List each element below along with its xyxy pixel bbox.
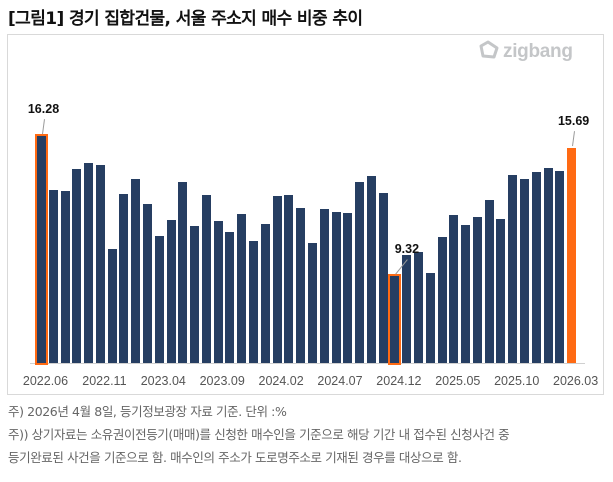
- chart-title: [그림1] 경기 집합건물, 서울 주소지 매수 비중 추이: [8, 9, 363, 29]
- bar-2022.10: [84, 163, 94, 363]
- bar-2023.06: [178, 181, 188, 363]
- bar-chart-plot: 2022.06 2022.11 2023.04 2023.09 2024.02 2024.…: [22, 102, 599, 388]
- bar-2025.05: [449, 214, 459, 363]
- x-tick-label: 2025.05: [435, 374, 481, 388]
- bar-2024.03: [284, 194, 294, 363]
- bar-2023.05: [166, 219, 176, 363]
- leader-line: [571, 130, 575, 147]
- bar-2025.08: [484, 200, 494, 363]
- bar-2024.09: [355, 181, 365, 363]
- bar-2025.04: [437, 236, 447, 363]
- bar-2024.02: [272, 195, 282, 363]
- x-axis-baseline: [30, 363, 585, 364]
- footnote-definition-1: 주)) 상기자료는 소유권이전등기(매매)를 신청한 매수인을 기준으로 해당 …: [8, 427, 510, 442]
- bar-2023.07: [190, 225, 200, 363]
- bar-2024.06: [319, 209, 329, 363]
- zigbang-logo-icon: [477, 40, 499, 64]
- bar-2024.04: [296, 208, 306, 363]
- bar-2024.12: [388, 274, 402, 365]
- bar-2026.01: [543, 168, 553, 363]
- bar-2025.06: [461, 224, 471, 363]
- bar-2023.09: [213, 220, 223, 363]
- bar-2022.07: [48, 189, 58, 363]
- bar-2024.01: [260, 223, 270, 363]
- bar-2024.05: [307, 243, 317, 363]
- x-tick-label: 2022.11: [82, 374, 127, 388]
- bar-2023.12: [249, 241, 259, 363]
- x-tick-label: 2023.09: [199, 374, 245, 388]
- bar-2026.02: [555, 171, 565, 363]
- bar-2025.11: [519, 178, 529, 363]
- data-label: 16.28: [27, 102, 60, 117]
- leader-line: [41, 119, 45, 135]
- bar-2025.10: [508, 174, 518, 363]
- bar-2024.11: [378, 192, 388, 363]
- zigbang-logo: zigbang: [477, 40, 573, 64]
- x-tick-label: 2024.07: [317, 374, 363, 388]
- x-tick-label: 2025.10: [494, 374, 540, 388]
- x-tick-label: 2023.04: [140, 374, 186, 388]
- bar-2023.08: [201, 194, 211, 363]
- bar-2022.08: [60, 190, 70, 363]
- chart-frame: [7, 34, 604, 395]
- bar-2023.11: [237, 213, 247, 363]
- bar-2025.03: [425, 273, 435, 363]
- footnote-source: 주) 2026년 4월 8일, 등기정보광장 자료 기준. 단위 :%: [8, 404, 287, 419]
- zigbang-logo-text: zigbang: [503, 41, 573, 62]
- x-tick-label: 2024.02: [258, 374, 304, 388]
- bar-2023.04: [154, 236, 164, 363]
- x-tick-label: 2024.12: [376, 374, 422, 388]
- bar-2024.08: [343, 212, 353, 363]
- bar-2026.03: [567, 147, 577, 363]
- footnote-definition-2: 등기완료된 사건을 기준으로 함. 매수인의 주소가 도로명주소로 기재된 경우…: [8, 450, 462, 465]
- bar-2025.12: [531, 172, 541, 363]
- data-label: 9.32: [394, 242, 420, 257]
- x-tick-label: 2026.03: [553, 374, 599, 388]
- bar-2023.03: [143, 204, 153, 363]
- bar-2022.09: [72, 169, 82, 363]
- bar-2025.02: [413, 251, 423, 363]
- data-label: 15.69: [557, 113, 590, 128]
- bar-2022.06: [35, 134, 48, 365]
- bar-2024.07: [331, 211, 341, 363]
- bar-2023.02: [131, 179, 141, 363]
- bar-2024.10: [366, 176, 376, 363]
- bar-2025.01: [402, 254, 412, 363]
- bar-2023.10: [225, 232, 235, 363]
- bar-2025.09: [496, 218, 506, 363]
- bar-2023.01: [119, 193, 129, 363]
- x-tick-label: 2022.06: [22, 374, 69, 388]
- bar-2025.07: [472, 216, 482, 363]
- bar-2022.12: [107, 248, 117, 363]
- bar-2022.11: [95, 164, 105, 363]
